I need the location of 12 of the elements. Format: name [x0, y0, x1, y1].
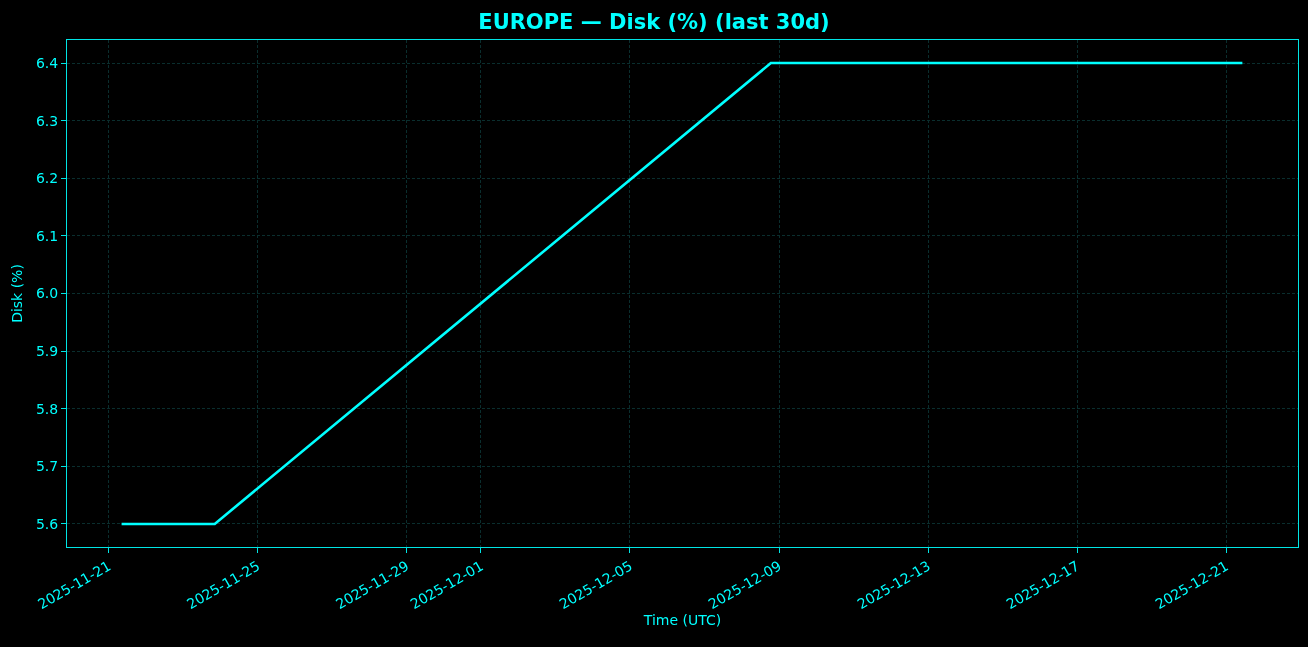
chart-title: EUROPE — Disk (%) (last 30d): [478, 10, 830, 35]
y-tick-label: 5.9: [35, 343, 59, 360]
y-tick-label: 5.7: [35, 458, 59, 475]
x-axis-title: Time (UTC): [642, 612, 722, 629]
y-tick-label: 6.1: [35, 227, 59, 244]
y-tick-label: 6.4: [35, 54, 59, 71]
y-tick-label: 6.2: [35, 170, 59, 187]
y-tick-label: 6.0: [35, 285, 59, 302]
y-tick-label: 5.6: [35, 515, 59, 532]
y-tick-label: 5.8: [35, 400, 59, 417]
y-axis-title: Disk (%): [8, 264, 25, 323]
y-tick-label: 6.3: [35, 112, 59, 129]
